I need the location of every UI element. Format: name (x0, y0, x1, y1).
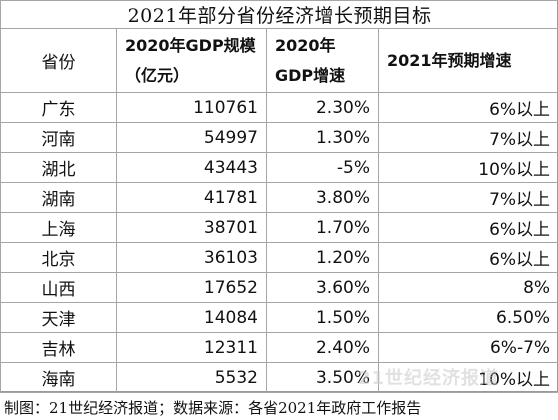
header-row: 省份 2020年GDP规模（亿元） 2020年GDP增速 2021年预期增速 (0, 28, 558, 93)
cell-province: 北京 (0, 242, 117, 273)
table-title: 2021年部分省份经济增长预期目标 (0, 0, 558, 29)
cell-province: 山西 (0, 272, 117, 303)
cell-gdp: 54997 (116, 122, 267, 153)
title-row: 2021年部分省份经济增长预期目标 (0, 0, 558, 29)
cell-target: 7%以上 (377, 182, 558, 213)
cell-growth: 1.70% (266, 212, 379, 243)
growth-target-table: 2021年部分省份经济增长预期目标 省份 2020年GDP规模（亿元） 2020… (0, 0, 558, 393)
table-row: 广东 110761 2.30% 6%以上 (0, 92, 558, 123)
table-row: 海南 5532 3.50% 10%以上 (0, 362, 558, 393)
cell-province: 天津 (0, 302, 117, 333)
cell-gdp: 41781 (116, 182, 267, 213)
cell-gdp: 14084 (116, 302, 267, 333)
cell-target: 7%以上 (377, 122, 558, 153)
cell-target: 10%以上 (377, 362, 558, 393)
cell-target: 8% (377, 272, 558, 303)
cell-province: 上海 (0, 212, 117, 243)
table-row: 河南 54997 1.30% 7%以上 (0, 122, 558, 153)
cell-target: 6%以上 (377, 92, 558, 123)
cell-target: 6.50% (377, 302, 558, 333)
table-row: 吉林 12311 2.40% 6%-7% (0, 332, 558, 363)
cell-growth: 3.80% (266, 182, 379, 213)
table-row: 湖南 41781 3.80% 7%以上 (0, 182, 558, 213)
header-gdp-2020: 2020年GDP规模（亿元） (116, 28, 267, 93)
header-province: 省份 (0, 28, 117, 93)
cell-target: 6%以上 (377, 212, 558, 243)
table-row: 北京 36103 1.20% 6%以上 (0, 242, 558, 273)
cell-province: 吉林 (0, 332, 117, 363)
header-target-2021: 2021年预期增速 (377, 28, 558, 93)
cell-province: 湖南 (0, 182, 117, 213)
cell-growth: 1.50% (266, 302, 379, 333)
cell-growth: 1.30% (266, 122, 379, 153)
table-row: 上海 38701 1.70% 6%以上 (0, 212, 558, 243)
cell-gdp: 12311 (116, 332, 267, 363)
cell-target: 10%以上 (377, 152, 558, 183)
cell-target: 6%以上 (377, 242, 558, 273)
cell-province: 湖北 (0, 152, 117, 183)
table-row: 天津 14084 1.50% 6.50% (0, 302, 558, 333)
cell-growth: 3.50% (266, 362, 379, 393)
cell-growth: 2.40% (266, 332, 379, 363)
cell-gdp: 110761 (116, 92, 267, 123)
cell-growth: 1.20% (266, 242, 379, 273)
cell-gdp: 43443 (116, 152, 267, 183)
cell-gdp: 17652 (116, 272, 267, 303)
cell-target: 6%-7% (377, 332, 558, 363)
cell-province: 广东 (0, 92, 117, 123)
cell-gdp: 38701 (116, 212, 267, 243)
header-growth-2020: 2020年GDP增速 (266, 28, 379, 93)
cell-growth: -5% (266, 152, 379, 183)
cell-growth: 2.30% (266, 92, 379, 123)
cell-gdp: 36103 (116, 242, 267, 273)
table-row: 湖北 43443 -5% 10%以上 (0, 152, 558, 183)
caption: 制图：21世纪经济报道；数据来源：各省2021年政府工作报告 (4, 399, 422, 417)
cell-gdp: 5532 (116, 362, 267, 393)
cell-growth: 3.60% (266, 272, 379, 303)
table-row: 山西 17652 3.60% 8% (0, 272, 558, 303)
cell-province: 河南 (0, 122, 117, 153)
cell-province: 海南 (0, 362, 117, 393)
